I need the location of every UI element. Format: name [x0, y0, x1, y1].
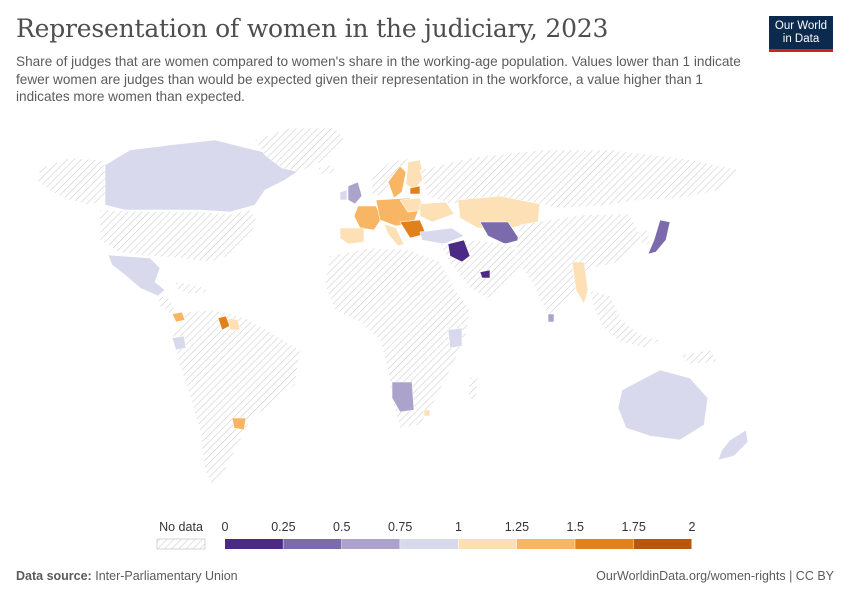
legend-bin-4[interactable]: [458, 539, 517, 549]
logo-line-1: Our World: [774, 20, 828, 32]
region-sweden[interactable]: [387, 165, 407, 199]
region-ireland[interactable]: [339, 189, 348, 201]
region-uk[interactable]: [347, 181, 363, 205]
region-mexico[interactable]: [107, 254, 166, 297]
region-italy[interactable]: [383, 223, 405, 247]
region-south-america[interactable]: [171, 309, 301, 486]
legend-bin-2[interactable]: [341, 539, 400, 549]
chart-subtitle: Share of judges that are women compared …: [16, 54, 741, 104]
region-uae[interactable]: [479, 269, 491, 279]
region-uzbekistan[interactable]: [479, 221, 521, 245]
region-greenland[interactable]: [254, 127, 346, 173]
legend-bin-5[interactable]: [516, 539, 575, 549]
region-usa[interactable]: [99, 209, 259, 263]
region-madagascar[interactable]: [467, 373, 479, 401]
data-source: Data source: Inter-Parliamentary Union: [16, 569, 238, 583]
region-eswatini[interactable]: [423, 409, 431, 417]
legend-bin-3[interactable]: [400, 539, 458, 549]
data-source-value: Inter-Parliamentary Union: [95, 569, 238, 583]
region-myanmar[interactable]: [571, 261, 589, 305]
legend-bin-1[interactable]: [283, 539, 342, 549]
region-spain[interactable]: [339, 227, 365, 245]
owid-logo[interactable]: Our World in Data: [769, 16, 833, 52]
legend-tick-7: 1.75: [621, 520, 645, 534]
legend-tick-2: 0.5: [333, 520, 350, 534]
legend-bin-0[interactable]: [225, 539, 283, 549]
legend-tick-0: 0: [222, 520, 229, 534]
legend-bin-7[interactable]: [633, 539, 692, 549]
legend-tick-6: 1.5: [567, 520, 584, 534]
region-namibia[interactable]: [391, 381, 415, 413]
chart-title: Representation of women in the judiciary…: [16, 14, 609, 43]
legend-tick-1: 0.25: [271, 520, 295, 534]
region-southeast-asia[interactable]: [589, 289, 661, 349]
legend-bin-6[interactable]: [575, 539, 634, 549]
region-canada[interactable]: [104, 139, 301, 213]
region-iceland[interactable]: [317, 164, 337, 176]
footer-url[interactable]: OurWorldinData.org/women-rights | CC BY: [596, 569, 834, 583]
region-central-america[interactable]: [157, 295, 176, 315]
legend-tick-8: 2: [689, 520, 696, 534]
region-japan[interactable]: [647, 219, 671, 255]
legend: No data 0 0.25 0.5 0.75 1 1.25 1.5 1.75 2: [156, 520, 696, 550]
legend-tick-4: 1: [455, 520, 462, 534]
region-caribbean[interactable]: [174, 281, 211, 295]
region-iraq[interactable]: [447, 239, 471, 263]
region-australia[interactable]: [617, 369, 709, 441]
region-finland[interactable]: [405, 159, 425, 191]
region-new-zealand[interactable]: [717, 429, 749, 461]
data-source-label: Data source:: [16, 569, 92, 583]
legend-tick-3: 0.75: [388, 520, 412, 534]
region-ecuador[interactable]: [171, 335, 187, 351]
region-suriname[interactable]: [227, 317, 241, 331]
region-sri-lanka[interactable]: [547, 313, 555, 323]
logo-line-2: in Data: [782, 33, 820, 45]
legend-no-data-label: No data: [159, 520, 203, 534]
region-france[interactable]: [353, 205, 383, 231]
region-alaska[interactable]: [37, 157, 111, 206]
region-ukraine[interactable]: [419, 201, 455, 223]
region-uruguay[interactable]: [231, 417, 247, 431]
region-turkey[interactable]: [419, 227, 465, 245]
region-korea[interactable]: [639, 229, 651, 247]
region-kenya[interactable]: [447, 327, 463, 349]
legend-tick-5: 1.25: [505, 520, 529, 534]
region-latvia[interactable]: [409, 185, 421, 195]
region-papua[interactable]: [679, 349, 719, 365]
world-map[interactable]: [0, 120, 850, 510]
region-venezuela[interactable]: [171, 311, 186, 323]
legend-no-data-swatch: [156, 538, 206, 550]
